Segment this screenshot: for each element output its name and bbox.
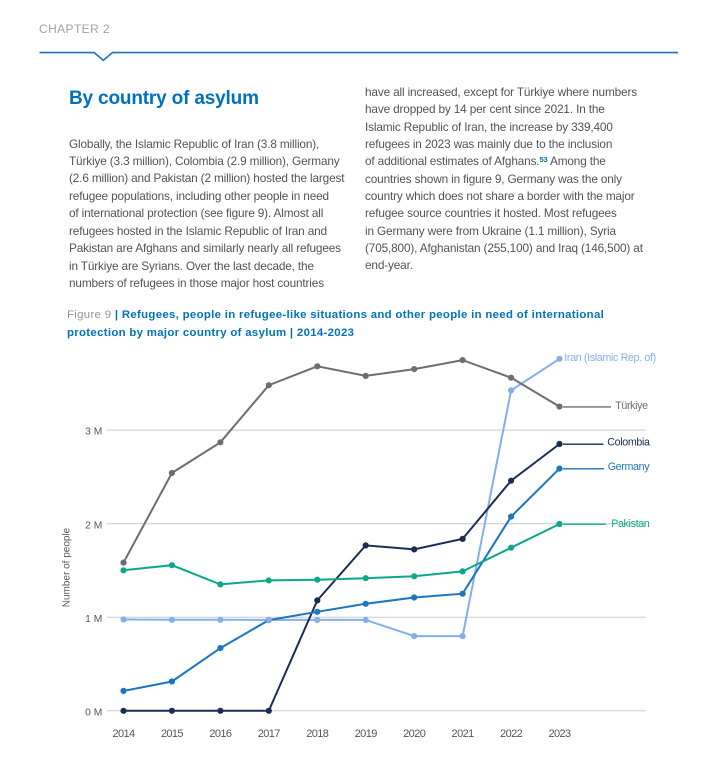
svg-text:2017: 2017 [258, 728, 281, 740]
svg-text:Pakistan: Pakistan [611, 518, 650, 530]
svg-text:2 M: 2 M [85, 520, 102, 531]
svg-text:2019: 2019 [355, 728, 378, 740]
svg-text:1 M: 1 M [85, 614, 102, 625]
svg-text:2018: 2018 [306, 728, 329, 740]
svg-text:2020: 2020 [403, 728, 426, 740]
svg-text:2015: 2015 [161, 728, 184, 740]
svg-text:Number of people: Number of people [62, 527, 73, 607]
svg-text:Türkiye: Türkiye [615, 400, 648, 412]
svg-text:2016: 2016 [209, 728, 232, 740]
svg-text:3 M: 3 M [85, 427, 102, 438]
svg-text:Colombia: Colombia [607, 437, 650, 449]
svg-text:Iran (Islamic Rep. of): Iran (Islamic Rep. of) [564, 352, 655, 364]
svg-text:2014: 2014 [112, 728, 135, 740]
svg-text:0 M: 0 M [85, 707, 102, 718]
svg-text:2023: 2023 [548, 728, 571, 740]
svg-text:Germany: Germany [608, 461, 651, 473]
svg-text:2022: 2022 [500, 728, 523, 740]
svg-text:2021: 2021 [452, 728, 475, 740]
